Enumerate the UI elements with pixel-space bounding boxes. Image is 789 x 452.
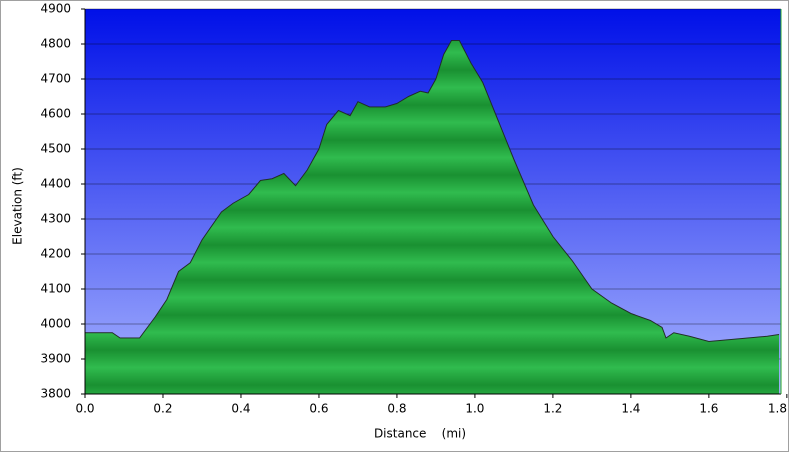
x-tick-label: 1.2 [543, 402, 562, 416]
x-axis-title: Distance (mi) [374, 427, 466, 441]
x-tick-label: 0.8 [387, 402, 406, 416]
x-tick-label: 1.8 [768, 402, 787, 416]
area [85, 40, 780, 394]
x-tick-label: 0.2 [153, 402, 172, 416]
y-tick-label: 3800 [40, 387, 71, 401]
y-tick-label: 4500 [40, 142, 71, 156]
y-tick-label: 4400 [40, 177, 71, 191]
x-tick-label: 1.6 [699, 402, 718, 416]
y-tick-label: 4200 [40, 247, 71, 261]
y-axis-title: Elevation (ft) [11, 167, 25, 245]
area-tint [85, 40, 780, 394]
y-tick-label: 4800 [40, 37, 71, 51]
y-tick-label: 4700 [40, 72, 71, 86]
y-tick-label: 4000 [40, 317, 71, 331]
x-tick-label: 1.4 [621, 402, 640, 416]
line [85, 40, 780, 343]
y-tick-label: 4300 [40, 212, 71, 226]
x-tick-label: 0.6 [309, 402, 328, 416]
x-tick-label: 0.0 [75, 402, 94, 416]
y-tick-label: 4100 [40, 282, 71, 296]
x-tick-label: 1.0 [465, 402, 484, 416]
y-tick-label: 4600 [40, 107, 71, 121]
y-tick-label: 4900 [40, 2, 71, 16]
y-tick-label: 3900 [40, 352, 71, 366]
x-tick-label: 0.4 [231, 402, 250, 416]
